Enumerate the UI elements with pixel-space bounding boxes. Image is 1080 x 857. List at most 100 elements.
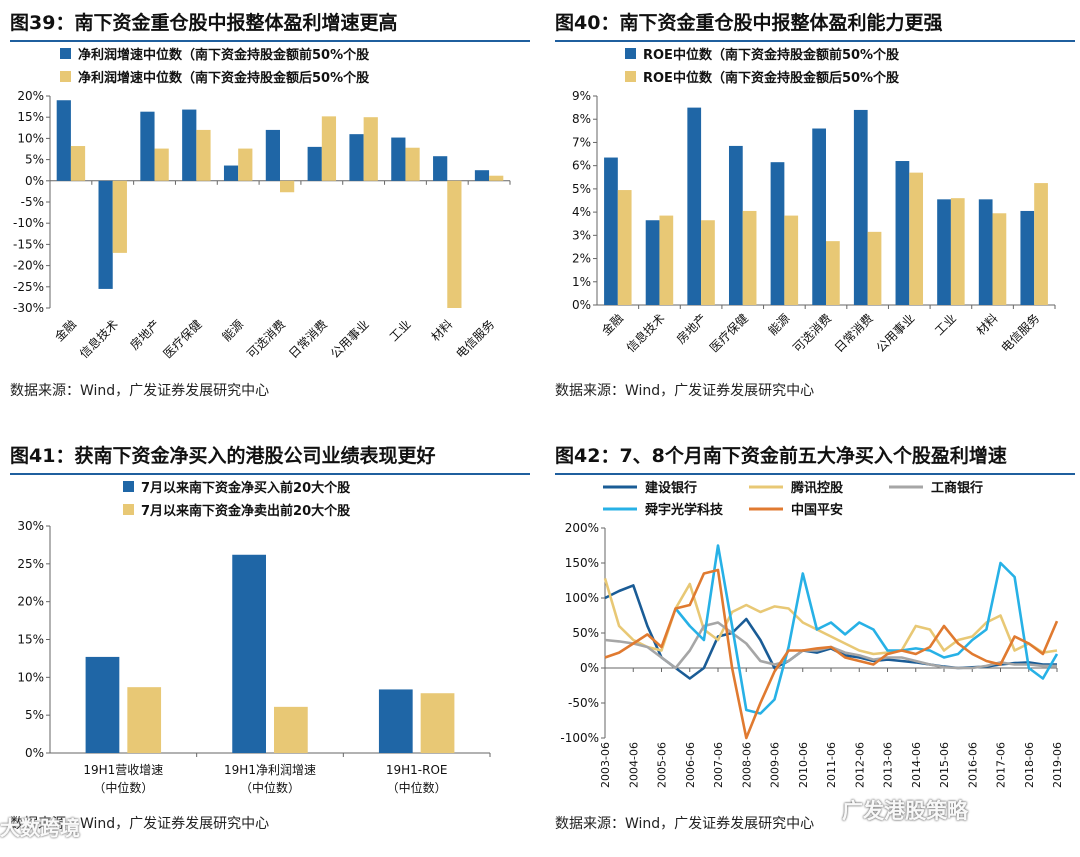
x-tick-label: 信息技术 — [623, 311, 668, 356]
legend-label: 腾讯控股 — [790, 480, 843, 496]
bar-gold — [238, 148, 253, 181]
x-tick-label: 2019-06 — [1051, 742, 1064, 788]
x-tick-sublabel: （中位数） — [93, 780, 153, 795]
series-line-4 — [674, 544, 1059, 715]
y-tick-label: 5% — [572, 182, 591, 196]
x-tick-label: 2003-06 — [599, 742, 612, 788]
bar-gold — [992, 213, 1007, 305]
x-tick-label: 工业 — [932, 311, 959, 338]
legend-label: 中国平安 — [791, 502, 843, 518]
x-tick-label: 金融 — [598, 311, 626, 339]
legend-swatch — [625, 71, 636, 82]
y-tick-label: 20% — [17, 595, 44, 609]
y-tick-label: 0% — [25, 746, 44, 760]
y-tick-label: 0% — [580, 661, 599, 675]
x-tick-label: 公用事业 — [874, 311, 918, 355]
bar-blue — [687, 107, 702, 305]
x-tick-label: 2011-06 — [825, 742, 838, 788]
figure-40-title: 图40：南下资金重仓股中报整体盈利能力更强 — [555, 8, 1075, 42]
x-tick-label: 可选消费 — [790, 311, 834, 355]
x-tick-label: 日常消费 — [286, 317, 330, 361]
bar-gold — [909, 172, 924, 305]
x-tick-label: 19H1净利润增速 — [224, 763, 316, 777]
x-tick-label: 房地产 — [673, 311, 709, 347]
y-tick-label: 15% — [17, 633, 44, 647]
figure-40-panel: 图40：南下资金重仓股中报整体盈利能力更强 ROE中位数（南下资金持股金额前50… — [555, 5, 1080, 420]
x-tick-label: 医疗保健 — [707, 311, 751, 355]
series-line-5 — [604, 568, 1059, 740]
bar-blue — [853, 109, 868, 305]
bar-blue — [978, 199, 993, 305]
bar-blue — [728, 145, 743, 305]
bar-blue — [770, 162, 785, 305]
y-tick-label: 5% — [25, 153, 44, 167]
legend-label: 舜宇光学科技 — [645, 502, 724, 518]
bar-blue — [474, 170, 490, 181]
bar-gold — [826, 241, 840, 305]
figure-39-title: 图39：南下资金重仓股中报整体盈利增速更高 — [10, 8, 530, 42]
legend-swatch — [123, 481, 134, 492]
figure-39-panel: 图39：南下资金重仓股中报整体盈利增速更高 净利润增速中位数（南下资金持股金额前… — [10, 5, 540, 420]
x-tick-label: 2012-06 — [853, 742, 866, 788]
legend-swatch — [625, 48, 636, 59]
figure-42-panel: 图42：7、8个月南下资金前五大净买入个股盈利增速 建设银行 腾讯控股 工商银行舜宇… — [555, 438, 1080, 853]
x-tick-label: 2007-06 — [712, 742, 725, 788]
bar-gold — [70, 146, 86, 181]
bar-gold — [489, 175, 504, 181]
x-tick-label: 公用事业 — [328, 317, 372, 361]
y-tick-label: -25% — [13, 280, 44, 294]
x-tick-label: 2004-06 — [627, 742, 640, 788]
watermark-right: 广发港股策略 — [842, 799, 968, 823]
figure-42-title: 图42：7、8个月南下资金前五大净买入个股盈利增速 — [555, 441, 1075, 475]
y-tick-label: 25% — [17, 557, 44, 571]
x-tick-label: 2015-06 — [938, 742, 951, 788]
y-tick-label: -20% — [13, 259, 44, 273]
x-tick-label: 日常消费 — [832, 311, 876, 355]
x-tick-label: 2017-06 — [995, 742, 1008, 788]
y-tick-label: 50% — [572, 626, 599, 640]
x-tick-label: 金融 — [51, 317, 79, 345]
legend-label: 7月以来南下资金净卖出前20大个股 — [141, 503, 350, 519]
x-tick-label: 2010-06 — [797, 742, 810, 788]
x-tick-label: 电信服务 — [453, 317, 498, 362]
bar-blue — [433, 156, 448, 181]
bar-gold — [784, 215, 799, 305]
figure-40-source: 数据来源：Wind，广发证券发展研究中心 — [555, 383, 815, 399]
figure-42-source: 数据来源：Wind，广发证券发展研究中心 — [555, 816, 815, 832]
bar-gold — [950, 198, 965, 305]
bar-gold — [274, 706, 308, 753]
legend-label: 建设银行 — [645, 480, 697, 496]
y-tick-label: -30% — [13, 301, 44, 315]
figure-40-chart: ROE中位数（南下资金持股金额前50%个股 ROE中位数（南下资金持股金额后50%… — [572, 47, 1056, 356]
y-tick-label: -15% — [13, 237, 44, 251]
bar-gold — [112, 180, 127, 253]
y-tick-label: 15% — [17, 110, 44, 124]
x-tick-label: 2018-06 — [1023, 742, 1036, 788]
bar-blue — [232, 554, 266, 753]
y-tick-label: 20% — [17, 89, 44, 103]
bar-gold — [127, 687, 162, 753]
bar-gold — [447, 180, 462, 308]
bar-blue — [1020, 210, 1035, 305]
bar-blue — [645, 220, 660, 305]
y-tick-label: 200% — [565, 521, 599, 535]
y-tick-label: 10% — [17, 670, 44, 684]
bar-blue — [307, 146, 322, 181]
legend-label: ROE中位数（南下资金持股金额前50%个股 — [643, 47, 899, 63]
x-tick-label: 2009-06 — [769, 742, 782, 788]
x-tick-label: 能源 — [766, 311, 793, 338]
bar-gold — [154, 148, 169, 181]
legend-label: ROE中位数（南下资金持股金额后50%个股 — [643, 70, 899, 86]
y-tick-label: 150% — [565, 556, 599, 570]
y-tick-label: 8% — [572, 112, 591, 126]
legend-label: 工商银行 — [931, 480, 983, 496]
x-tick-label: 2005-06 — [656, 742, 669, 788]
bar-blue — [98, 180, 113, 289]
x-tick-label: 19H1营收增速 — [83, 763, 163, 777]
x-tick-sublabel: （中位数） — [240, 780, 300, 795]
x-tick-label: 2014-06 — [910, 742, 923, 788]
y-tick-label: 0% — [572, 298, 591, 312]
bar-blue — [265, 129, 280, 181]
x-tick-label: 能源 — [219, 317, 246, 344]
bar-gold — [617, 190, 632, 305]
